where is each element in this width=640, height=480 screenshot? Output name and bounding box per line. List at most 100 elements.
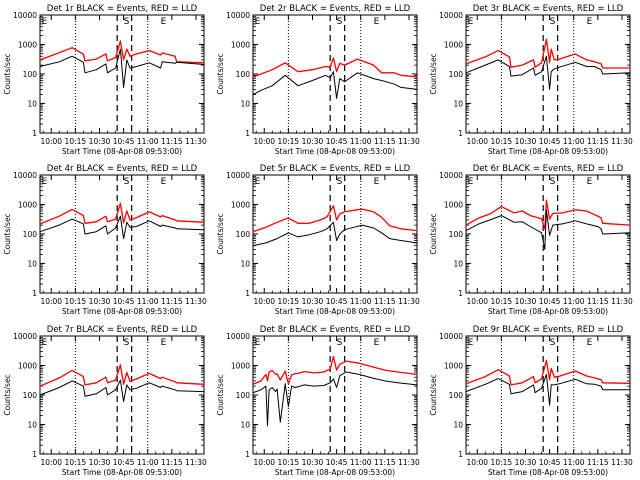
x-axis-label: Start Time (08-Apr-08 09:53:00) xyxy=(62,307,182,316)
marker-letter: S xyxy=(337,17,343,27)
x-tick-label: 10:30 xyxy=(89,137,111,146)
x-tick-label: 10:30 xyxy=(302,137,324,146)
y-tick-label: 10000 xyxy=(439,171,463,180)
panel-title: Det 3r BLACK = Events, RED = LLD xyxy=(473,4,624,14)
lld-series-line xyxy=(39,40,205,64)
y-tick-label: 100 xyxy=(449,230,464,239)
y-tick-label: 1 xyxy=(245,450,250,459)
x-tick-label: 11:00 xyxy=(137,297,159,306)
marker-letter: S xyxy=(550,338,556,348)
x-tick-label: 10:00 xyxy=(253,458,275,467)
y-tick-label: 10 xyxy=(453,421,463,430)
x-tick-label: 11:30 xyxy=(611,458,633,467)
x-tick-label: 11:15 xyxy=(161,297,183,306)
y-tick-label: 1000 xyxy=(231,201,250,210)
y-tick-label: 10 xyxy=(27,100,37,109)
y-tick-label: 1000 xyxy=(18,362,37,371)
x-tick-label: 10:00 xyxy=(466,297,488,306)
x-tick-label: 11:15 xyxy=(587,137,609,146)
x-tick-label: 11:30 xyxy=(611,297,633,306)
marker-letter: S xyxy=(337,177,343,187)
y-tick-label: 1 xyxy=(458,450,463,459)
y-axis-label: Counts/sec xyxy=(216,213,225,254)
marker-letter: E xyxy=(42,177,48,187)
events-series-line xyxy=(39,48,205,88)
x-axis-label: Start Time (08-Apr-08 09:53:00) xyxy=(275,468,395,477)
y-tick-label: 10 xyxy=(27,421,37,430)
panel-title: Det 7r BLACK = Events, RED = LLD xyxy=(47,325,198,335)
x-tick-label: 10:15 xyxy=(491,297,513,306)
x-axis-label: Start Time (08-Apr-08 09:53:00) xyxy=(62,468,182,477)
x-tick-label: 10:45 xyxy=(113,297,135,306)
marker-letter: E xyxy=(255,177,261,187)
panel-title: Det 8r BLACK = Events, RED = LLD xyxy=(260,325,411,335)
marker-letter: E xyxy=(468,177,474,187)
panel-title: Det 4r BLACK = Events, RED = LLD xyxy=(47,164,198,174)
x-axis-label: Start Time (08-Apr-08 09:53:00) xyxy=(488,307,608,316)
y-tick-label: 1000 xyxy=(18,201,37,210)
y-tick-label: 10000 xyxy=(226,11,250,20)
panel-title: Det 9r BLACK = Events, RED = LLD xyxy=(473,325,624,335)
y-tick-label: 10000 xyxy=(439,332,463,341)
x-tick-label: 10:00 xyxy=(40,297,62,306)
x-tick-label: 10:15 xyxy=(491,458,513,467)
y-tick-label: 100 xyxy=(449,70,464,79)
x-tick-label: 10:00 xyxy=(253,297,275,306)
events-series-line xyxy=(252,71,418,99)
y-tick-label: 100 xyxy=(449,391,464,400)
panel-title: Det 6r BLACK = Events, RED = LLD xyxy=(473,164,624,174)
x-tick-label: 10:00 xyxy=(40,458,62,467)
events-series-line xyxy=(465,209,631,250)
panel-title: Det 1r BLACK = Events, RED = LLD xyxy=(47,4,198,14)
marker-letter: E xyxy=(587,338,593,348)
x-tick-label: 10:30 xyxy=(515,458,537,467)
x-tick-label: 11:15 xyxy=(374,458,396,467)
marker-letter: E xyxy=(161,338,167,348)
x-tick-label: 10:45 xyxy=(539,458,561,467)
x-tick-label: 10:00 xyxy=(253,137,275,146)
panel-4: Det 4r BLACK = Events, RED = LLD 1 10 100 10… xyxy=(3,164,207,316)
x-tick-label: 11:15 xyxy=(587,458,609,467)
x-tick-label: 11:15 xyxy=(374,137,396,146)
y-axis-label: Counts/sec xyxy=(429,213,438,254)
x-tick-label: 10:45 xyxy=(326,137,348,146)
x-tick-label: 10:15 xyxy=(65,137,87,146)
y-tick-label: 10 xyxy=(27,260,37,269)
y-tick-label: 100 xyxy=(236,230,251,239)
marker-letter: S xyxy=(550,177,556,187)
lld-series-line xyxy=(465,199,631,230)
x-tick-label: 10:30 xyxy=(89,297,111,306)
panel-grid: Det 1r BLACK = Events, RED = LLD 1 10 100 10… xyxy=(3,4,633,477)
y-tick-label: 10000 xyxy=(13,171,37,180)
x-tick-label: 10:45 xyxy=(539,137,561,146)
x-axis-label: Start Time (08-Apr-08 09:53:00) xyxy=(275,307,395,316)
x-tick-label: 10:15 xyxy=(491,137,513,146)
lld-series-line xyxy=(252,205,418,233)
y-tick-label: 1000 xyxy=(231,41,250,50)
y-tick-label: 10 xyxy=(453,100,463,109)
y-tick-label: 10 xyxy=(240,100,250,109)
y-tick-label: 10 xyxy=(240,260,250,269)
y-tick-label: 10000 xyxy=(13,11,37,20)
panel-1: Det 1r BLACK = Events, RED = LLD 1 10 100 10… xyxy=(3,4,207,156)
x-tick-label: 11:00 xyxy=(563,297,585,306)
x-tick-label: 11:00 xyxy=(137,137,159,146)
y-tick-label: 1000 xyxy=(231,362,250,371)
y-tick-label: 1 xyxy=(458,129,463,138)
x-tick-label: 10:15 xyxy=(278,458,300,467)
marker-letter: E xyxy=(161,177,167,187)
x-tick-label: 11:00 xyxy=(350,137,372,146)
y-tick-label: 1000 xyxy=(444,362,463,371)
x-tick-label: 11:15 xyxy=(374,297,396,306)
x-tick-label: 10:00 xyxy=(466,137,488,146)
x-tick-label: 10:45 xyxy=(539,297,561,306)
y-axis-label: Counts/sec xyxy=(216,53,225,94)
x-tick-label: 11:00 xyxy=(563,137,585,146)
x-tick-label: 11:30 xyxy=(185,297,207,306)
marker-letter: S xyxy=(124,177,130,187)
y-tick-label: 10000 xyxy=(226,171,250,180)
panel-7: Det 7r BLACK = Events, RED = LLD 1 10 100 10… xyxy=(3,325,207,477)
marker-letter: S xyxy=(124,338,130,348)
x-tick-label: 10:30 xyxy=(515,297,537,306)
